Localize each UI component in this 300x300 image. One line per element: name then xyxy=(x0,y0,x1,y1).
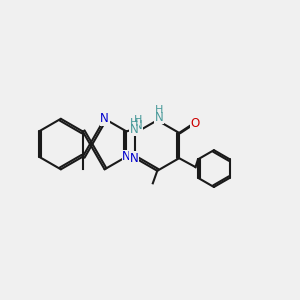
Text: N: N xyxy=(154,111,163,124)
Text: N: N xyxy=(130,152,138,165)
Text: N: N xyxy=(130,123,138,136)
Text: H: H xyxy=(134,115,142,124)
Text: O: O xyxy=(190,118,200,130)
Text: N: N xyxy=(134,119,142,132)
Text: N: N xyxy=(100,112,109,125)
Text: H: H xyxy=(130,118,138,128)
Text: H: H xyxy=(154,106,163,116)
Text: N: N xyxy=(122,150,131,163)
